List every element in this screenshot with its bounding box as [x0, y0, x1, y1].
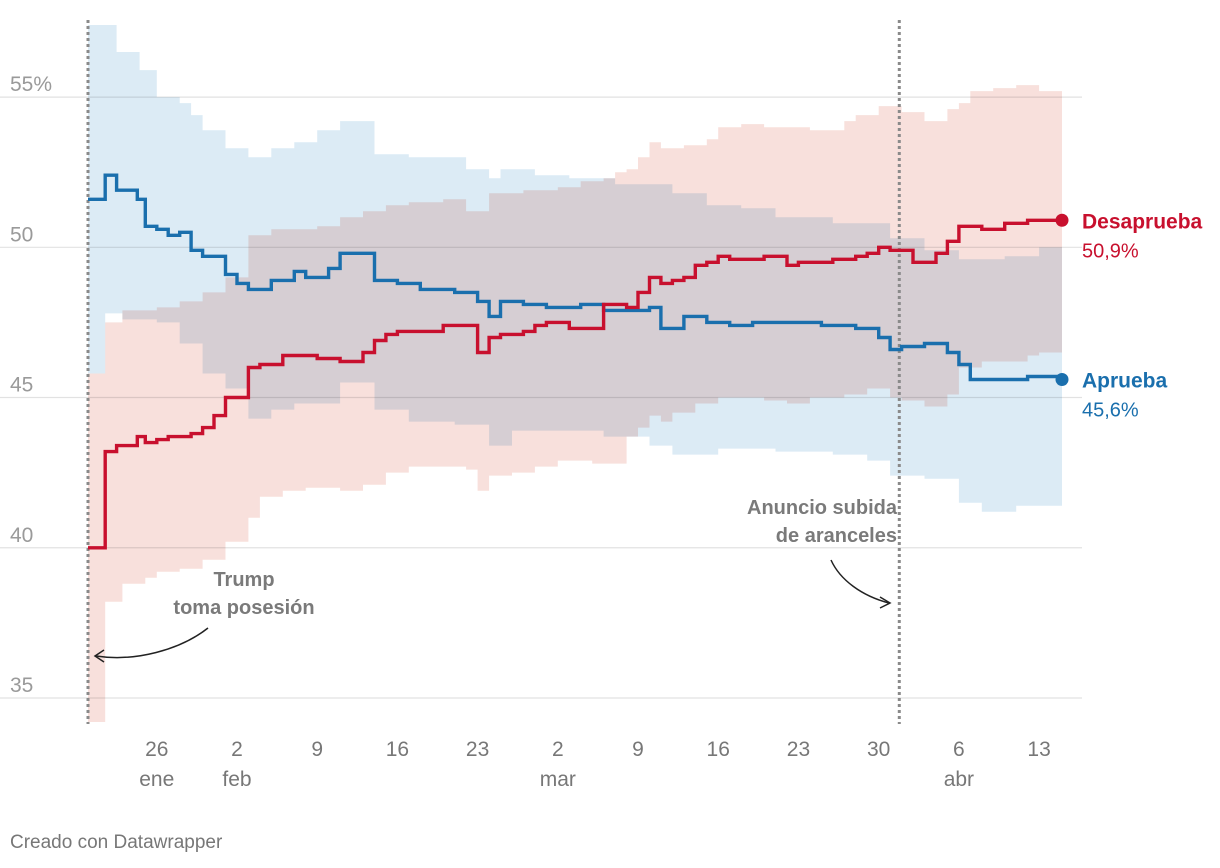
- end-value-aprueba: 45,6%: [1082, 400, 1139, 422]
- arrow-inauguration: [95, 627, 209, 659]
- end-label-desaprueba: Desaprueba: [1082, 210, 1203, 233]
- annotation-inauguration: toma posesión: [173, 597, 314, 619]
- end-dot-aprueba: [1055, 373, 1069, 387]
- end-value-desaprueba: 50,9%: [1082, 240, 1139, 262]
- x-tick-label: 16: [707, 738, 730, 761]
- arrowhead-tariffs: [879, 596, 892, 609]
- line-aprueba: [88, 173, 1064, 382]
- x-tick-label: 16: [386, 738, 409, 761]
- arrow-tariffs: [830, 559, 890, 604]
- end-label-aprueba: Aprueba: [1082, 370, 1168, 393]
- x-tick-label: 6: [953, 738, 965, 761]
- chart-labels: 55% 50 45 40 35 26 ene 2 feb 9 16 23 2 mar 9 16 23 30 6 abr…: [10, 73, 1203, 791]
- x-tick-label: 26: [145, 738, 168, 761]
- y-tick-label: 55%: [10, 73, 52, 96]
- x-tick-month-label: abr: [944, 768, 974, 791]
- confidence-bands: [88, 25, 1062, 723]
- x-tick-label: 2: [552, 738, 564, 761]
- x-tick-label: 9: [632, 738, 644, 761]
- x-tick-month-label: ene: [139, 768, 174, 791]
- x-tick-month-label: mar: [540, 768, 576, 791]
- band-desaprueba: [88, 85, 1062, 723]
- x-tick-label: 23: [466, 738, 489, 761]
- arrowhead-inauguration: [93, 649, 105, 663]
- y-tick-label: 45: [10, 374, 33, 397]
- x-tick-label: 9: [311, 738, 323, 761]
- x-tick-label: 13: [1027, 738, 1050, 761]
- annotation-tariffs: de aranceles: [776, 525, 897, 547]
- y-tick-label: 40: [10, 524, 33, 547]
- y-tick-label: 35: [10, 674, 33, 697]
- x-tick-label: 23: [787, 738, 810, 761]
- x-tick-label: 30: [867, 738, 890, 761]
- x-tick-month-label: feb: [222, 768, 251, 791]
- y-tick-label: 50: [10, 223, 33, 246]
- datawrapper-credit: Creado con Datawrapper: [10, 832, 223, 853]
- end-dot-desaprueba: [1055, 213, 1069, 227]
- line-desaprueba: [88, 218, 1062, 550]
- annotation-inauguration: Trump: [213, 569, 274, 591]
- annotation-tariffs: Anuncio subida: [747, 497, 898, 519]
- x-tick-label: 2: [231, 738, 243, 761]
- series-lines: [88, 173, 1069, 550]
